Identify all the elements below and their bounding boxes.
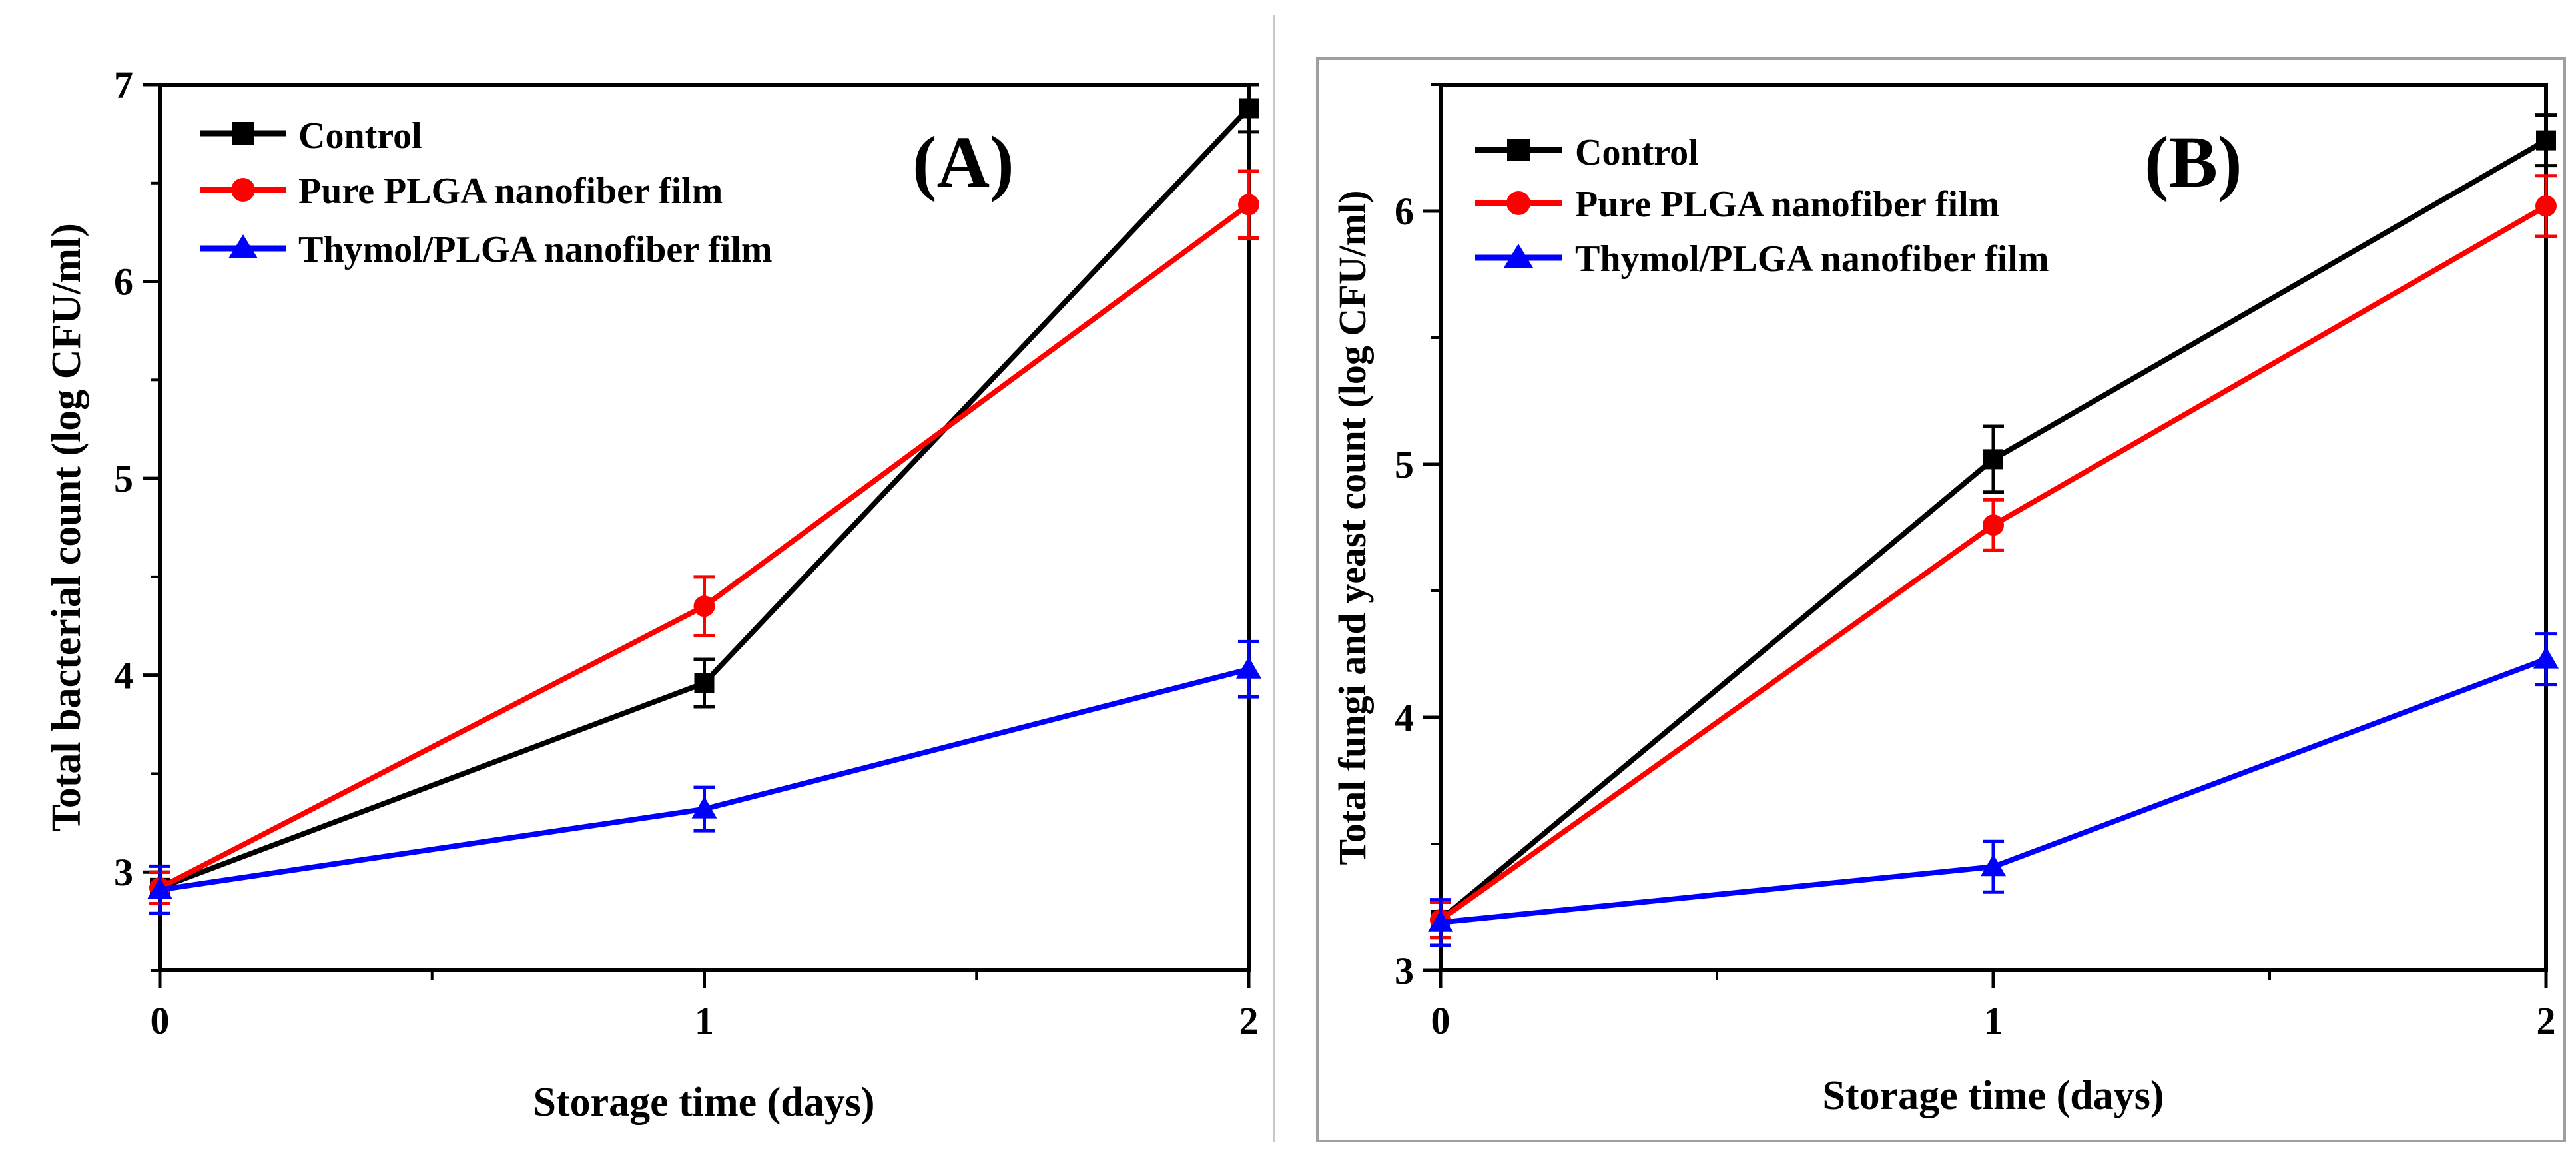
panel-b-label: (B)	[2144, 121, 2242, 202]
panel-a-axes: 0 1 2 3 4 5 6 7	[114, 63, 1259, 1042]
legend-label-control: Control	[298, 115, 422, 157]
panel-a-data-point	[147, 877, 172, 899]
panel-a-data-point	[1236, 656, 1261, 679]
legend-label-thymol-plga: Thymol/PLGA nanofiber film	[298, 229, 772, 270]
panel-b-x-tick-label: 1	[1984, 999, 2003, 1042]
panel-b-x-tick-label: 0	[1431, 999, 1450, 1042]
panel-b: 0 1 2 3 4 5 6 (B) Storage time (days) Total fu…	[1331, 83, 2559, 1118]
triangle-marker-icon	[228, 234, 258, 258]
panel-a-x-tick-label: 1	[695, 999, 714, 1042]
legend-label-pure-plga: Pure PLGA nanofiber film	[1575, 184, 1999, 225]
panel-a-legend-entry-pure-plga: Pure PLGA nanofiber film	[200, 171, 723, 212]
circle-marker-icon	[1506, 191, 1530, 215]
panel-a-data-point	[693, 595, 715, 617]
legend-label-thymol-plga: Thymol/PLGA nanofiber film	[1575, 238, 2049, 280]
panel-b-frame	[1316, 57, 2566, 1142]
panel-a-series-line-1	[159, 202, 1251, 891]
legend-label-control: Control	[1575, 132, 1699, 173]
panel-b-y-axis-title: Total fungi and yeast count (log CFU/ml)	[1331, 191, 1374, 865]
legend-label-pure-plga: Pure PLGA nanofiber film	[298, 171, 723, 212]
panel-b-data-point	[2536, 130, 2556, 151]
panel-a-x-tick-label: 2	[1239, 999, 1259, 1042]
panel-a: 0 1 2 3 4 5 6 7 (A) Storage time (days) Total b…	[44, 63, 1261, 1125]
panel-b-legend: Control Pure PLGA nanofiber film Thymol/…	[1475, 132, 2049, 280]
panel-a-series-line-0	[159, 106, 1251, 891]
panel-b-data-point	[1983, 449, 2003, 470]
square-marker-icon	[232, 122, 254, 145]
panel-b-legend-entry-thymol-plga: Thymol/PLGA nanofiber film	[1475, 238, 2049, 280]
panel-b-data-point	[1428, 909, 1453, 932]
panel-a-y-tick-label: 6	[114, 260, 133, 304]
panel-a-x-tick-label: 0	[151, 999, 170, 1042]
panel-a-y-tick-label: 4	[114, 654, 133, 697]
panel-a-y-tick-label: 7	[114, 63, 133, 107]
panel-b-y-tick-label: 4	[1395, 696, 1414, 739]
panel-b-y-tick-label: 6	[1395, 190, 1414, 233]
panel-b-data-point	[2535, 195, 2557, 217]
panel-b-series-line-1	[1439, 203, 2547, 923]
panel-a-y-tick-label: 5	[114, 457, 133, 500]
panel-b-data-point	[1983, 514, 2004, 536]
panel-b-data-point	[2533, 646, 2559, 669]
panel-a-legend: Control Pure PLGA nanofiber film Thymol/…	[200, 115, 772, 270]
panel-b-x-tick-label: 2	[2537, 999, 2556, 1042]
panel-a-data-point	[694, 673, 715, 693]
panel-b-series	[1428, 113, 2559, 947]
panel-a-legend-entry-thymol-plga: Thymol/PLGA nanofiber film	[200, 229, 772, 270]
panel-a-data-point	[1239, 98, 1259, 119]
panel-a-plot-frame	[158, 83, 1251, 972]
panel-b-x-axis-title: Storage time (days)	[1822, 1073, 2164, 1118]
panel-a-label: (A)	[912, 121, 1014, 202]
panel-a-y-tick-label: 3	[114, 851, 133, 894]
panel-a-x-axis-title: Storage time (days)	[533, 1080, 874, 1125]
panel-a-data-point	[1238, 194, 1259, 216]
panel-b-y-tick-label: 3	[1395, 949, 1414, 992]
panel-b-legend-entry-pure-plga: Pure PLGA nanofiber film	[1475, 184, 1999, 225]
circle-marker-icon	[231, 178, 255, 202]
panel-b-axes: 0 1 2 3 4 5 6	[1395, 83, 2556, 1042]
panel-b-data-point	[1981, 854, 2006, 877]
panel-b-legend-entry-control: Control	[1475, 132, 1699, 173]
panel-a-data-point	[691, 796, 717, 819]
panel-a-y-axis-title: Total bacterial count (log CFU/ml)	[44, 223, 89, 832]
panel-a-legend-entry-control: Control	[200, 115, 422, 157]
panel-a-series	[147, 83, 1261, 915]
panel-b-y-tick-label: 5	[1395, 443, 1414, 486]
triangle-marker-icon	[1504, 244, 1533, 268]
square-marker-icon	[1507, 139, 1530, 161]
